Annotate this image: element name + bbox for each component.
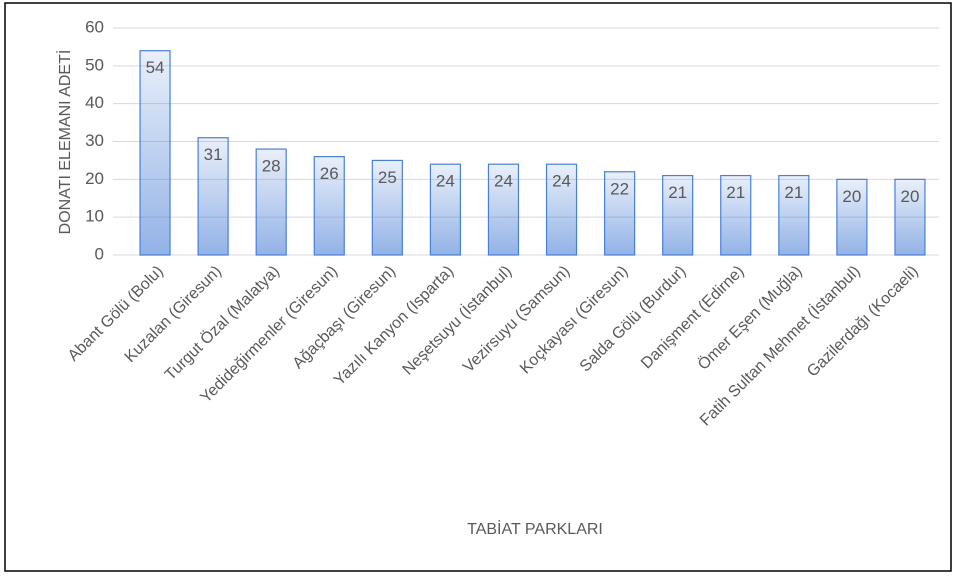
bar [604,171,636,256]
bar [662,174,694,256]
bar [836,178,868,256]
bar [139,50,171,256]
data-label: 24 [494,172,513,191]
data-label: 20 [901,187,920,206]
bar [545,163,578,256]
bar [894,178,926,256]
data-label: 26 [320,164,339,183]
data-label: 21 [784,183,803,202]
data-label: 21 [726,183,745,202]
y-tick-label: 10 [85,207,104,226]
bar [429,163,461,256]
data-label: 22 [610,179,629,198]
bar [371,159,403,256]
data-label: 31 [204,145,223,164]
data-label: 54 [146,58,165,77]
data-label: 24 [552,172,571,191]
bar [487,163,520,256]
data-label: 24 [436,172,455,191]
bar [197,137,229,256]
y-tick-label: 0 [95,244,104,263]
bar [720,174,752,256]
y-tick-label: 20 [85,169,104,188]
bar [255,148,287,256]
y-tick-label: 50 [85,55,104,74]
y-tick-label: 60 [85,17,104,36]
y-tick-label: 30 [85,131,104,150]
x-axis-title: TABİAT PARKLARI [467,519,603,538]
data-label: 25 [378,168,397,187]
bar [778,174,810,256]
bar [313,156,345,256]
y-axis-title: DONATI ELEMANI ADETİ [55,50,74,235]
y-tick-label: 40 [85,93,104,112]
data-label: 21 [668,183,687,202]
data-label: 20 [842,187,861,206]
data-label: 28 [262,157,281,176]
